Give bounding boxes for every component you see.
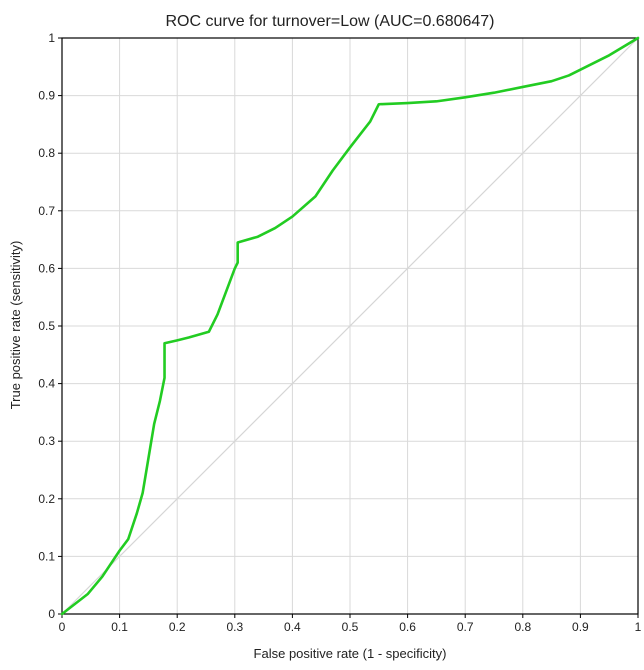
- y-tick-label: 0.2: [38, 492, 55, 506]
- y-tick-label: 0.9: [38, 89, 55, 103]
- x-tick-label: 0.6: [399, 620, 416, 634]
- x-axis-label: False positive rate (1 - specificity): [254, 646, 447, 661]
- y-tick-labels: 0 0.1 0.2 0.3 0.4 0.5 0.6 0.7 0.8 0.9 1: [38, 31, 55, 621]
- y-tick-label: 0.6: [38, 261, 55, 275]
- y-tick-label: 0.8: [38, 146, 55, 160]
- axes: [58, 37, 639, 618]
- y-axis-label: True positive rate (sensitivity): [8, 241, 23, 410]
- diagonal-line: [61, 37, 639, 615]
- diagonal-reference: [61, 37, 639, 615]
- y-tick-label: 0.3: [38, 434, 55, 448]
- x-tick-label: 0.1: [111, 620, 128, 634]
- y-tick-label: 0.5: [38, 319, 55, 333]
- x-tick-label: 0.5: [342, 620, 359, 634]
- y-tick-label: 0.7: [38, 204, 55, 218]
- y-tick-label: 1: [48, 31, 55, 45]
- x-tick-label: 0.2: [169, 620, 186, 634]
- x-tick-label: 0.4: [284, 620, 301, 634]
- plot-frame: [61, 37, 639, 615]
- y-tick-label: 0.1: [38, 549, 55, 563]
- x-tick-label: 0: [59, 620, 66, 634]
- roc-curve-line: [60, 36, 640, 616]
- x-tick-label: 0.3: [226, 620, 243, 634]
- x-tick-labels: 0 0.1 0.2 0.3 0.4 0.5 0.6 0.7 0.8 0.9 1: [59, 620, 642, 634]
- x-tick-label: 0.9: [572, 620, 589, 634]
- y-tick-label: 0.4: [38, 377, 55, 391]
- chart-title: ROC curve for turnover=Low (AUC=0.680647…: [165, 13, 494, 30]
- x-tick-label: 0.8: [514, 620, 531, 634]
- roc-series: [60, 36, 640, 616]
- x-tick-label: 1: [635, 620, 642, 634]
- x-tick-label: 0.7: [457, 620, 474, 634]
- y-tick-label: 0: [48, 607, 55, 621]
